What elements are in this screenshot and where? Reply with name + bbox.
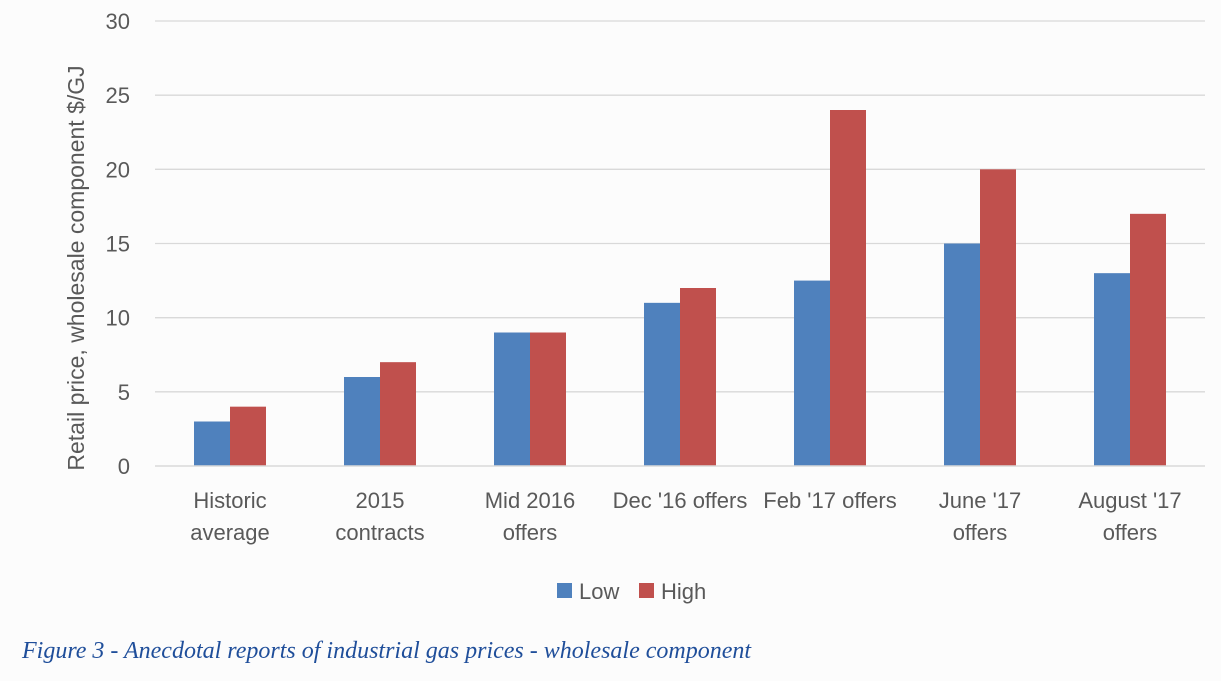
x-category-label: Mid 2016: [485, 488, 576, 513]
bar-high: [230, 406, 266, 466]
y-tick-label: 30: [106, 9, 130, 34]
y-tick-label: 10: [106, 306, 130, 331]
x-category-label: Feb '17 offers: [763, 488, 896, 513]
bar-high: [830, 110, 866, 466]
bars: [194, 110, 1166, 467]
figure-caption: Figure 3 - Anecdotal reports of industri…: [22, 638, 752, 664]
y-tick-label: 25: [106, 83, 130, 108]
bar-low: [794, 280, 830, 466]
y-tick-label: 0: [118, 454, 130, 479]
x-category-label: offers: [1103, 520, 1158, 545]
x-category-label: average: [190, 520, 270, 545]
gridlines: [155, 20, 1205, 393]
legend-swatch-high: [639, 583, 654, 598]
bar-low: [344, 377, 380, 466]
x-axis-categories: Historic average 2015 contracts Mid 2016 offe…: [190, 488, 1181, 545]
x-category-label: 2015: [356, 488, 405, 513]
legend-label-low: Low: [579, 579, 619, 604]
x-category-label: Dec '16 offers: [613, 488, 748, 513]
y-axis-title: Retail price, wholesale component $/GJ: [63, 65, 89, 470]
bar-low: [194, 421, 230, 466]
bar-low: [1094, 273, 1130, 466]
bar-high: [1130, 213, 1166, 466]
bar-high: [680, 288, 716, 466]
legend: Low High: [557, 579, 706, 604]
y-tick-label: 15: [106, 232, 130, 257]
bar-high: [530, 332, 566, 466]
y-tick-label: 5: [118, 380, 130, 405]
bar-low: [644, 302, 680, 466]
x-category-label: contracts: [335, 520, 424, 545]
bar-high: [380, 362, 416, 466]
bar-low: [944, 243, 980, 466]
legend-label-high: High: [661, 579, 706, 604]
x-category-label: offers: [953, 520, 1008, 545]
bar-chart: 0 5 10 15 20 25 30 Historic average 2015 contract…: [63, 9, 1205, 604]
x-category-label: August '17: [1078, 488, 1181, 513]
x-category-label: offers: [503, 520, 558, 545]
y-axis-ticks: 0 5 10 15 20 25 30: [106, 9, 130, 479]
bar-high: [980, 169, 1016, 467]
x-category-label: June '17: [939, 488, 1022, 513]
bar-low: [494, 332, 530, 466]
legend-swatch-low: [557, 583, 572, 598]
x-category-label: Historic: [193, 488, 266, 513]
y-tick-label: 20: [106, 157, 130, 182]
